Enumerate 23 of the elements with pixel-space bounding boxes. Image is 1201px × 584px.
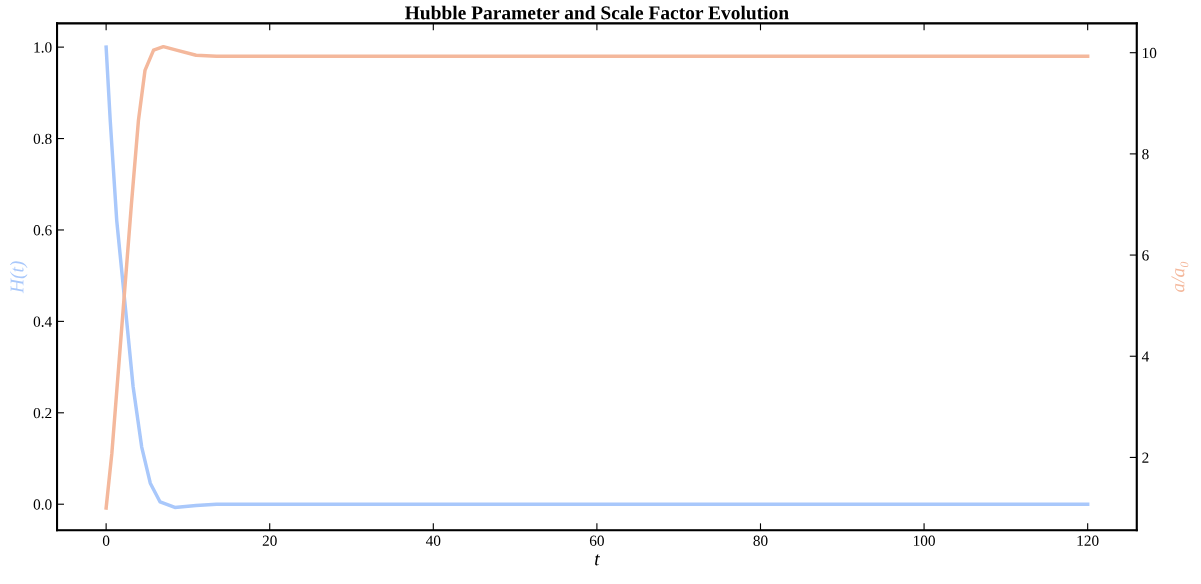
y-axis-title: H(t) [9,261,28,294]
y2-tick-label: 6 [1142,250,1149,261]
y-tick-label: 0.2 [33,407,52,419]
x-axis-title: t [595,554,600,566]
x-tick-label: 80 [753,535,768,546]
x-tick-label: 0 [102,535,110,546]
x-tick-label: 20 [262,535,277,546]
chart-title: Hubble Parameter and Scale Factor Evolution [405,5,789,20]
y-tick-label: 0.4 [33,316,52,327]
x-tick-label: 60 [589,535,604,546]
y2-axis-title: a/a₀ [1171,261,1189,293]
y2-tick-label: 10 [1142,47,1157,59]
y2-tick-label: 8 [1142,149,1149,160]
line-series [104,45,1090,510]
y2-tick-label: 2 [1142,452,1149,463]
x-tick-label: 40 [425,535,441,546]
x-tick-label: 120 [1077,535,1099,546]
y2-tick-label: 4 [1141,351,1150,362]
y-tick-label: 0.6 [33,225,52,236]
y-tick-label: 0.0 [33,499,52,510]
y-tick-label: 1.0 [34,42,52,53]
y-tick-label: 0.8 [33,133,52,145]
x-tick-label: 100 [913,535,935,546]
